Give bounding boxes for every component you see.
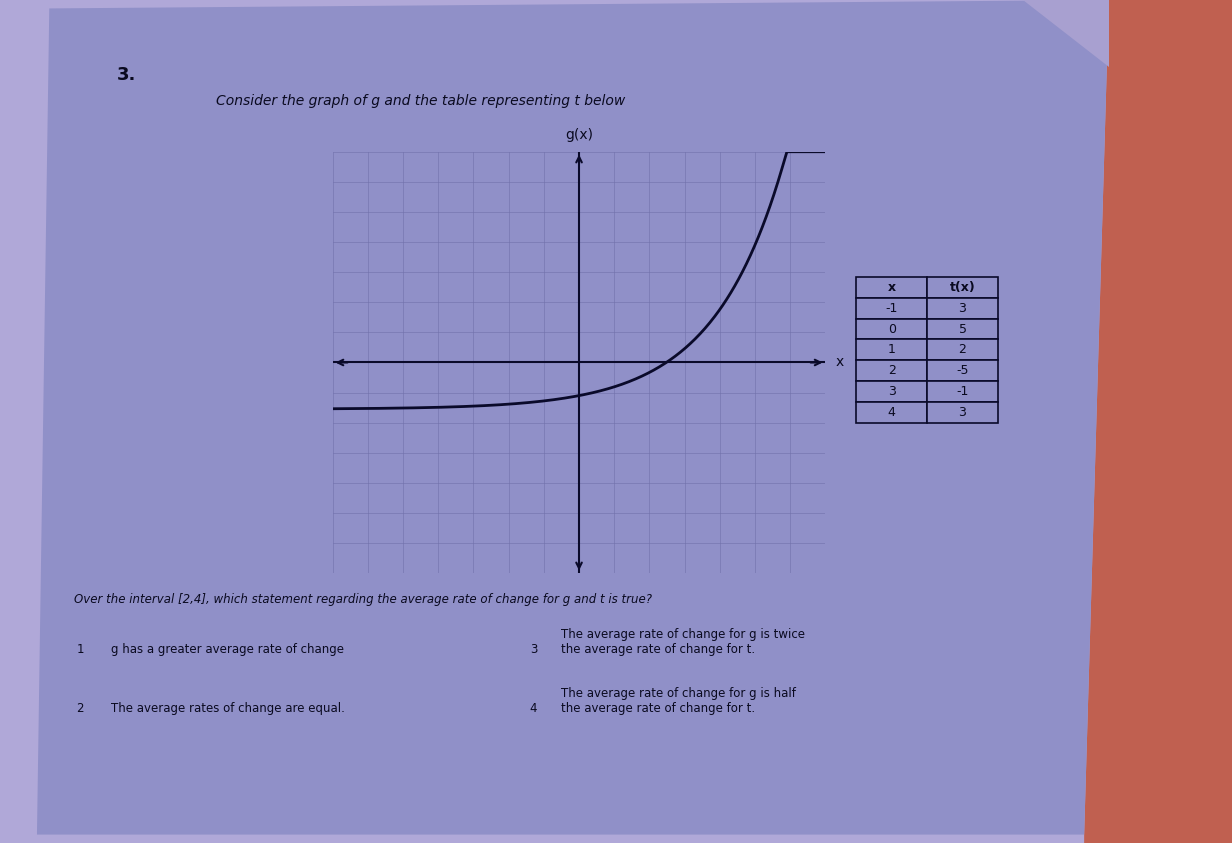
Text: 4: 4	[530, 702, 537, 716]
Text: Consider the graph of g and the table representing t below: Consider the graph of g and the table re…	[216, 94, 625, 109]
Text: 2: 2	[76, 702, 84, 716]
Text: 1: 1	[76, 643, 84, 657]
Text: The average rate of change for g is twice
the average rate of change for t.: The average rate of change for g is twic…	[561, 628, 804, 657]
Polygon shape	[838, 0, 1232, 843]
Polygon shape	[37, 0, 1109, 835]
Text: 3.: 3.	[117, 66, 137, 84]
Text: g has a greater average rate of change: g has a greater average rate of change	[111, 643, 344, 657]
Polygon shape	[1023, 0, 1109, 67]
Text: g(x): g(x)	[565, 128, 593, 142]
Text: 3: 3	[530, 643, 537, 657]
Text: x: x	[835, 356, 844, 369]
Text: The average rate of change for g is half
the average rate of change for t.: The average rate of change for g is half…	[561, 687, 796, 716]
Text: Over the interval [2,4], which statement regarding the average rate of change fo: Over the interval [2,4], which statement…	[74, 593, 652, 606]
Text: The average rates of change are equal.: The average rates of change are equal.	[111, 702, 345, 716]
